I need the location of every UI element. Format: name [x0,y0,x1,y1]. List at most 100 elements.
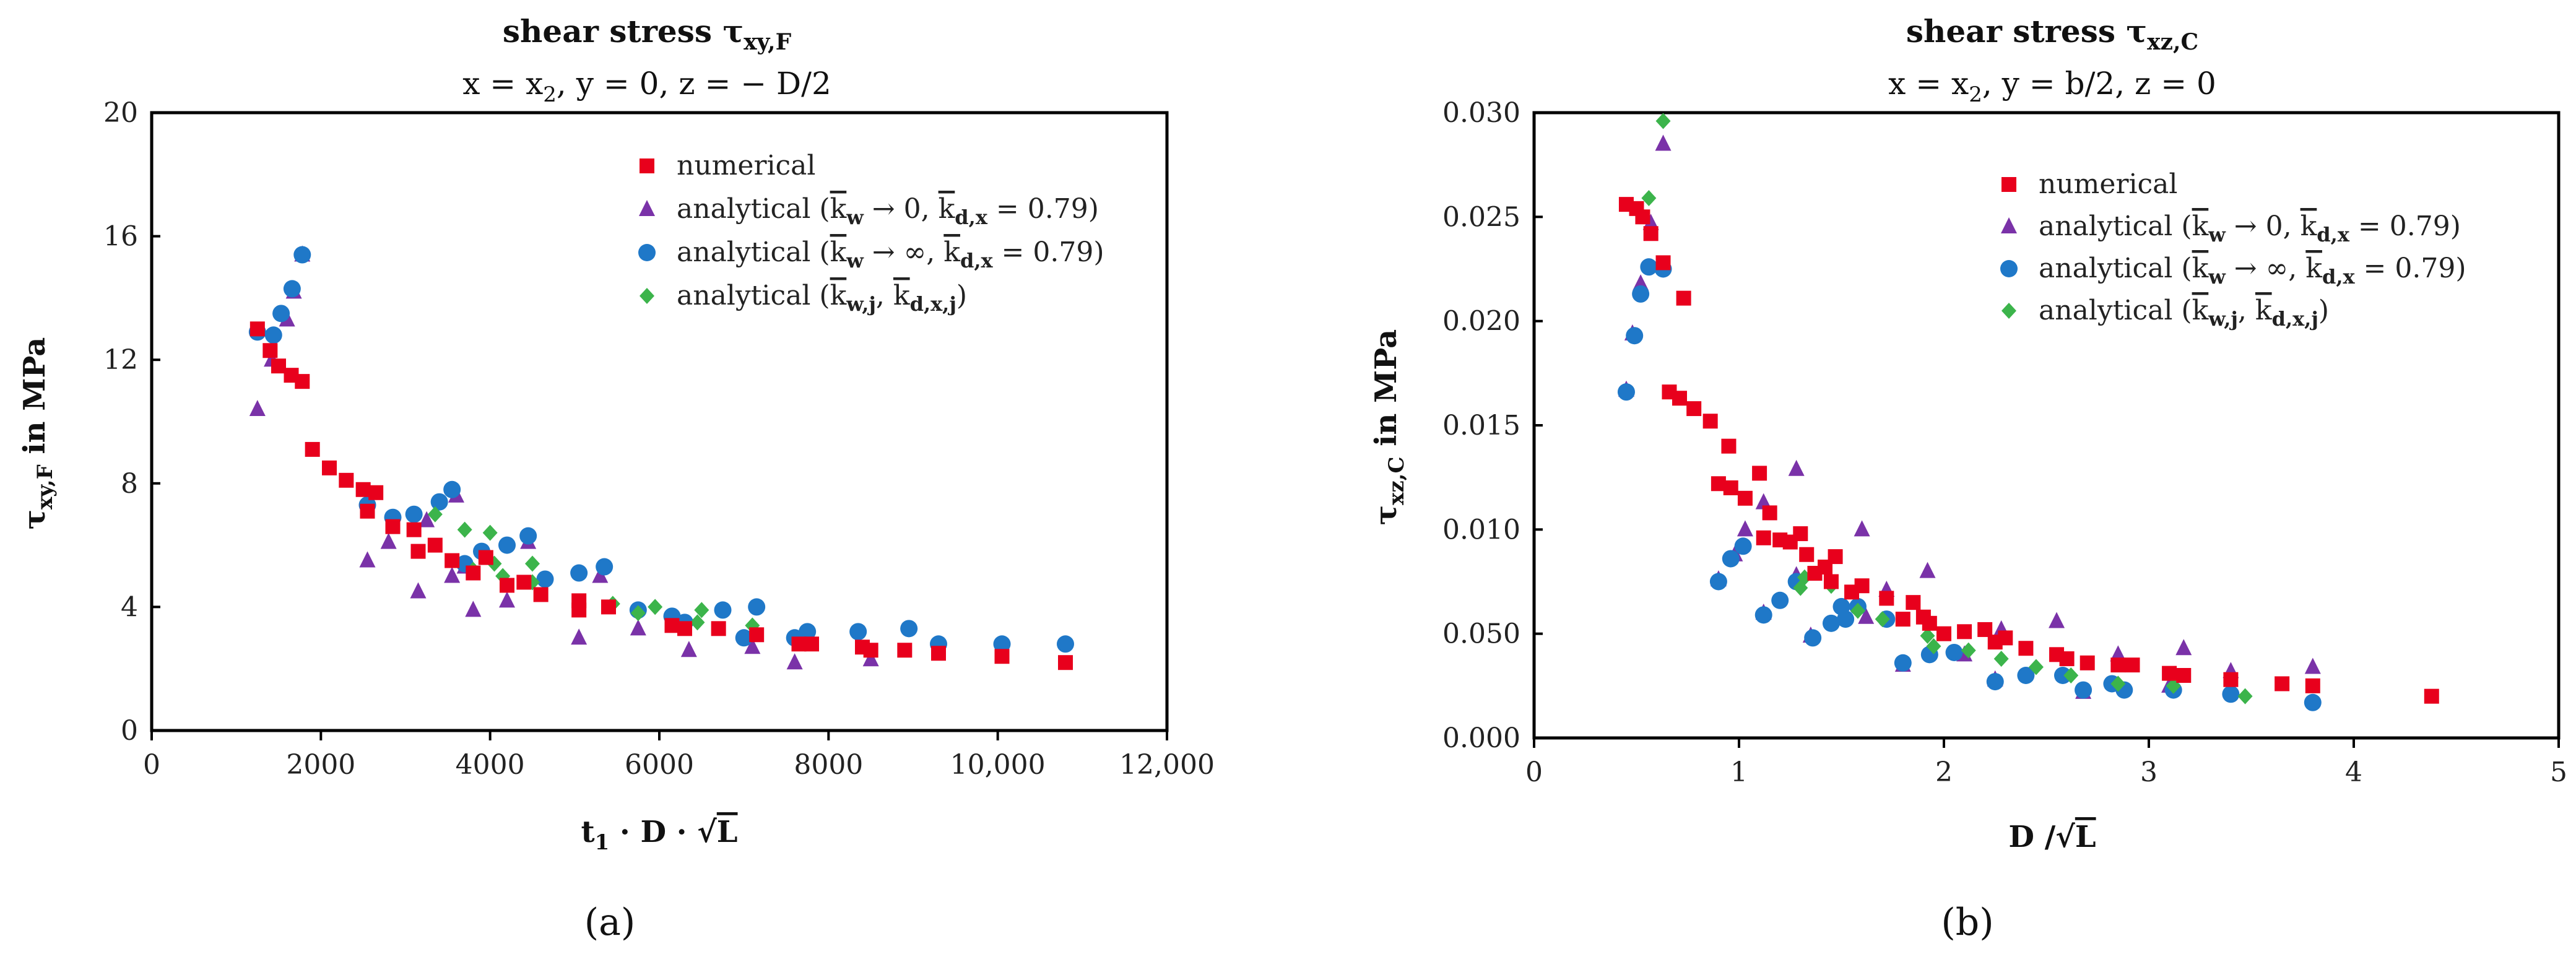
chart-b-numerical-point [2424,688,2439,704]
chart-a-analytical_kwinf-point [405,505,423,523]
chart-a-numerical-point [516,575,532,590]
chart-a-analytical_kwinf-point [993,635,1011,653]
chart-b-analytical_kw0-point [1919,562,1936,578]
chart-a-x-tick-label: 0 [143,749,160,781]
chart-b-numerical-point [2223,672,2239,687]
chart-b-panel-label: (b) [1941,901,1993,944]
chart-a-numerical-point [533,587,549,602]
chart-b-numerical-point [1676,290,1691,306]
chart-a-legend-marker [639,200,655,216]
chart-a-numerical-point [466,565,481,581]
chart-b-analytical_kwj-point [1961,642,1976,659]
chart-b-y-tick-label: 0.000 [1442,722,1520,754]
chart-a-x-tick-label: 6000 [625,749,694,781]
chart-b-analytical_kwinf-point [1632,285,1650,303]
chart-a-analytical_kw0-point [744,638,761,654]
chart-a-analytical_kwinf-point [272,305,290,323]
chart-a-x-axis: 0 2000 4000 6000 8000 10,000 12,000 [143,731,1215,781]
chart-a-numerical-point [249,321,265,337]
chart-a-analytical_kwinf-point [570,564,588,582]
chart-a-analytical_kw0-point [499,591,515,608]
chart-a-analytical_kwinf-point [264,326,282,344]
chart-b-legend: numerical analytical (kw → 0, kd,x = 0.79… [2000,168,2466,331]
chart-a-numerical-point [385,519,401,534]
chart-b-numerical-point [1977,622,1993,637]
chart-b-analytical_kwj-point [1875,611,1890,628]
chart-b-analytical_kwinf-point [1617,383,1635,401]
chart-b-numerical-point [1686,401,1702,417]
chart-a-numerical-point [406,522,422,537]
chart-b-analytical_kwinf-point [2222,685,2240,703]
chart-a-numerical-point [410,544,426,559]
chart-b-y-axis: 0.000 0.050 0.010 0.015 0.020 0.025 0.030 [1442,97,1543,754]
chart-b-numerical-point [1737,490,1753,506]
chart-a-analytical_kwinf-point [536,570,554,588]
chart-b-analytical_kwinf-point [2075,681,2092,699]
chart-b-analytical_kwj-point [1926,638,1941,654]
chart-a-numerical-point [271,358,286,374]
chart-a-y-tick-label: 16 [103,221,138,253]
chart-b-plot-area [1532,111,2561,740]
chart-b-analytical_kwj-point [1641,190,1657,207]
chart-a-analytical_kwinf-point [735,629,753,647]
chart-a-analytical_kw0-point [592,566,609,583]
chart-b-numerical-point [2162,666,2177,681]
chart-a-analytical_kw0-point [680,641,697,657]
chart-b-analytical_kwinf-point [1894,654,1912,672]
chart-b-analytical_kw0-point [1788,459,1805,476]
chart-a-legend-marker [638,244,656,261]
chart-a-y-tick-label: 0 [121,715,138,747]
chart-b-analytical_kw0-point [1854,520,1870,537]
chart-a-y-tick-label: 8 [121,468,138,500]
chart-b-analytical_kwj-point [2237,688,2253,705]
chart-a-ylabel: τxy,F in MPa [17,337,58,530]
chart-panel-b: shear stress τxz,C x = x2, y = b/2, z = … [1369,13,2567,944]
chart-a-numerical-point [427,537,443,553]
chart-b-y-tick-label: 0.020 [1442,306,1520,337]
chart-b-analytical_kwj-point [2063,667,2079,683]
chart-b-x-axis: 0 1 2 3 4 5 [1525,738,2567,788]
chart-b-analytical_kwinf-point [1986,673,2004,691]
chart-a-analytical_kwinf-point [519,527,537,545]
chart-a-analytical_kw0-point [418,511,435,527]
chart-a-analytical_kwinf-point [283,280,301,298]
chart-b-numerical-point [1823,574,1839,589]
chart-a-points [248,245,1074,670]
chart-a-analytical_kw0-point [465,601,482,617]
chart-a-numerical-point [368,485,384,500]
chart-a-legend-label: analytical (kw → ∞, kd,x = 0.79) [677,236,1104,272]
chart-b-legend-label: analytical (kw,j, kd,x,j) [2039,295,2329,331]
chart-panel-a: shear stress τxy,F x = x2, y = 0, z = − … [17,13,1215,944]
chart-b-analytical_kwj-point [2110,675,2126,692]
chart-a-analytical_kwj-point [690,614,705,631]
chart-b-numerical-point [1799,547,1815,562]
chart-a-y-tick-label: 4 [121,591,138,623]
chart-b-numerical-point [1643,226,1659,241]
chart-a-numerical-point [711,621,726,636]
chart-b-numerical-point [1672,391,1688,406]
chart-a-numerical-point [500,578,514,593]
chart-a-numerical-point [339,472,354,488]
chart-a-analytical_kwinf-point [498,536,516,554]
chart-a-analytical_kwinf-point [748,598,766,616]
chart-b-analytical_kw0-point [1737,520,1753,537]
chart-a-xlabel: t1 · D · √L [581,815,737,855]
chart-b-y-tick-label: 0.010 [1442,514,1520,545]
chart-b-analytical_kwinf-point [1722,550,1740,568]
chart-b-points [1617,113,2439,711]
chart-b-analytical_kw0-point [2304,657,2321,674]
chart-b-numerical-point [1906,595,1921,610]
chart-b-analytical_kwinf-point [2017,667,2035,684]
chart-a-numerical-point [355,482,371,497]
chart-a-analytical_kw0-point [786,653,803,670]
chart-a-subtitle: x = x2, y = 0, z = − D/2 [462,66,831,107]
chart-b-y-tick-label: 0.015 [1442,410,1520,441]
chart-b-x-tick-label: 3 [2140,757,2158,788]
chart-b-numerical-point [1895,612,1910,627]
chart-b-y-tick-label: 0.025 [1442,201,1520,233]
chart-b-numerical-point [2275,676,2290,692]
chart-b-numerical-point [1635,209,1650,225]
chart-a-analytical_kw0-point [359,551,376,568]
chart-b-numerical-point [1936,626,1951,641]
chart-b-analytical_kwinf-point [1771,591,1789,609]
